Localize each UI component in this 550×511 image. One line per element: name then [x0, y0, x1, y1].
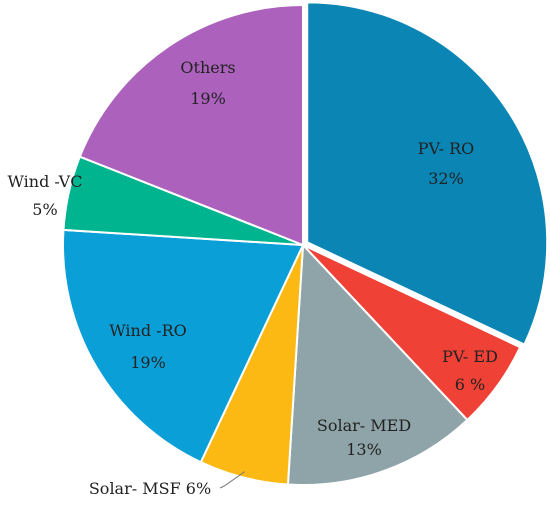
- slice-value-pv-ed: 6 %: [455, 375, 485, 394]
- slice-value-pv-ro: 32%: [428, 169, 464, 188]
- slice-wind-ro: [62, 228, 305, 464]
- slice-label-solar-med: Solar- MED: [317, 416, 411, 435]
- slice-others: [78, 3, 304, 247]
- slice-pv-ro: [306, 1, 549, 346]
- slice-label-wind-ro: Wind -RO: [109, 321, 186, 340]
- pie-slices: [62, 1, 549, 486]
- slice-value-others: 19%: [190, 89, 226, 108]
- slice-value-wind-ro: 19%: [130, 353, 166, 372]
- leader-lines: [219, 471, 246, 489]
- slice-label-solar-msf: Solar- MSF 6%: [89, 479, 211, 498]
- slice-label-pv-ro: PV- RO: [418, 139, 475, 158]
- slice-label-pv-ed: PV- ED: [442, 347, 498, 366]
- slice-label-others: Others: [180, 58, 235, 77]
- slice-solar-med: [286, 242, 469, 486]
- slice-labels: PV- RO 32% PV- ED 6 % Solar- MED 13% Solar- MS…: [8, 58, 498, 498]
- slice-value-solar-med: 13%: [346, 440, 382, 459]
- slice-value-wind-vc: 5%: [32, 200, 57, 219]
- leader-line-solar-msf: [219, 471, 246, 489]
- slice-label-wind-vc: Wind -VC: [8, 172, 83, 191]
